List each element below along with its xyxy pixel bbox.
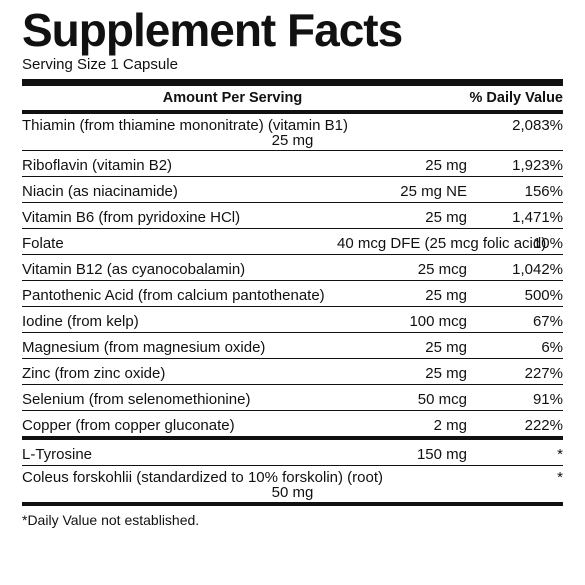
header-amount: Amount Per Serving (22, 90, 443, 106)
table-row: Thiamin (from thiamine mononitrate) (vit… (22, 114, 563, 150)
table-row: L-Tyrosine150 mg* (22, 440, 563, 465)
nutrient-name: Selenium (from selenomethionine) (22, 391, 337, 408)
daily-value: 1,042% (483, 261, 563, 278)
daily-value: 500% (483, 287, 563, 304)
nutrient-name: Magnesium (from magnesium oxide) (22, 339, 337, 356)
amount-per-serving: 25 mg (337, 339, 483, 356)
nutrient-name: Vitamin B12 (as cyanocobalamin) (22, 261, 337, 278)
daily-value: 156% (483, 183, 563, 200)
amount-per-serving: 25 mg (22, 132, 585, 149)
table-row: Magnesium (from magnesium oxide)25 mg6% (22, 333, 563, 358)
top-rule (22, 79, 563, 86)
supplement-facts-panel: Supplement Facts Serving Size 1 Capsule … (0, 0, 585, 528)
serving-size: Serving Size 1 Capsule (22, 56, 563, 73)
nutrient-name: Vitamin B6 (from pyridoxine HCl) (22, 209, 337, 226)
amount-per-serving: 25 mg (337, 209, 483, 226)
daily-value: 222% (483, 417, 563, 434)
panel-title: Supplement Facts (22, 6, 563, 54)
amount-per-serving: 2 mg (337, 417, 483, 434)
daily-value: 227% (483, 365, 563, 382)
daily-value: 10% (483, 235, 563, 252)
daily-value: 6% (483, 339, 563, 356)
amount-per-serving: 150 mg (337, 446, 483, 463)
nutrient-name: Niacin (as niacinamide) (22, 183, 337, 200)
nutrient-name: Zinc (from zinc oxide) (22, 365, 337, 382)
nutrient-name: Iodine (from kelp) (22, 313, 337, 330)
table-row: Folate40 mcg DFE (25 mcg folic acid)10% (22, 229, 563, 254)
nutrient-name: Copper (from copper gluconate) (22, 417, 337, 434)
nutrient-name: Pantothenic Acid (from calcium pantothen… (22, 287, 337, 304)
table-row: Vitamin B6 (from pyridoxine HCl)25 mg1,4… (22, 203, 563, 228)
nutrient-rows: Thiamin (from thiamine mononitrate) (vit… (22, 114, 563, 436)
table-row: Vitamin B12 (as cyanocobalamin)25 mcg1,0… (22, 255, 563, 280)
table-row: Coleus forskohlii (standardized to 10% f… (22, 466, 563, 502)
daily-value: 91% (483, 391, 563, 408)
daily-value: 67% (483, 313, 563, 330)
table-row: Zinc (from zinc oxide)25 mg227% (22, 359, 563, 384)
column-headers: Amount Per Serving % Daily Value (22, 86, 563, 110)
table-row: Riboflavin (vitamin B2)25 mg1,923% (22, 151, 563, 176)
daily-value: 1,471% (483, 209, 563, 226)
amount-per-serving: 25 mg NE (337, 183, 483, 200)
amount-per-serving: 50 mcg (337, 391, 483, 408)
table-row: Niacin (as niacinamide)25 mg NE156% (22, 177, 563, 202)
amount-per-serving: 50 mg (22, 484, 585, 501)
table-row: Pantothenic Acid (from calcium pantothen… (22, 281, 563, 306)
footnote: *Daily Value not established. (22, 506, 563, 528)
daily-value: * (483, 446, 563, 463)
amount-per-serving: 100 mcg (337, 313, 483, 330)
amount-per-serving: 25 mcg (337, 261, 483, 278)
nutrient-name: L-Tyrosine (22, 446, 337, 463)
header-daily-value: % Daily Value (443, 90, 563, 106)
nutrient-name: Folate (22, 235, 337, 252)
table-row: Iodine (from kelp)100 mcg67% (22, 307, 563, 332)
daily-value: 1,923% (483, 157, 563, 174)
amount-per-serving: 40 mcg DFE (25 mcg folic acid) (337, 235, 483, 252)
amount-per-serving: 25 mg (337, 365, 483, 382)
amount-per-serving: 25 mg (337, 157, 483, 174)
nutrient-name: Riboflavin (vitamin B2) (22, 157, 337, 174)
other-ingredient-rows: L-Tyrosine150 mg*Coleus forskohlii (stan… (22, 440, 563, 502)
table-row: Selenium (from selenomethionine)50 mcg91… (22, 385, 563, 410)
amount-per-serving: 25 mg (337, 287, 483, 304)
table-row: Copper (from copper gluconate)2 mg222% (22, 411, 563, 436)
